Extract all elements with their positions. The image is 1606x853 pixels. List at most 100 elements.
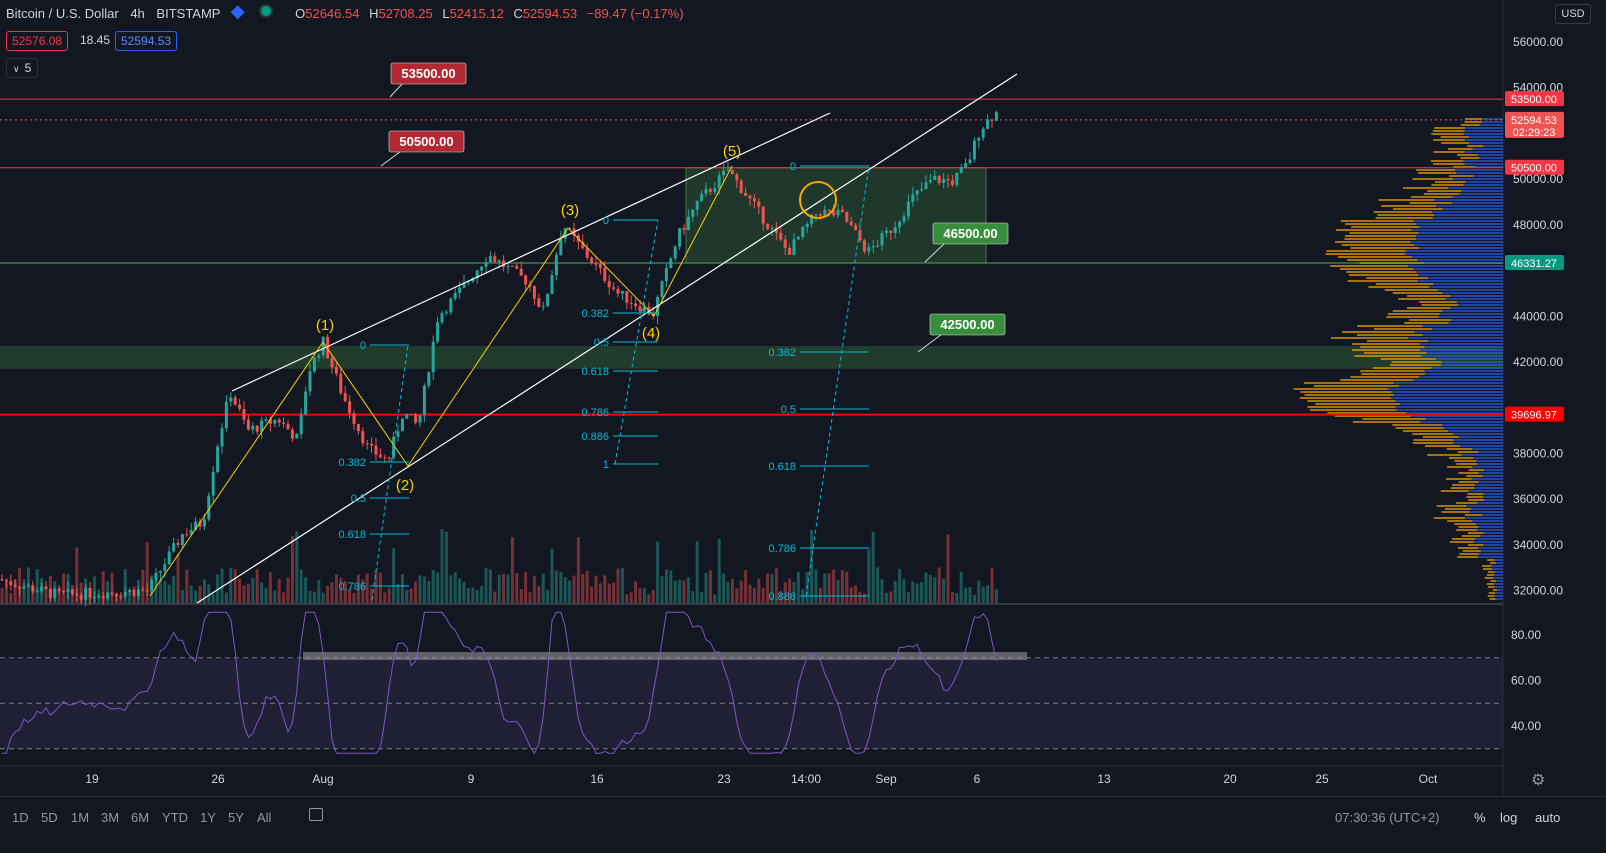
volume-profile-bar	[1344, 238, 1416, 240]
volume-profile-bar	[1448, 322, 1503, 324]
volume-bar	[387, 588, 391, 603]
volume-profile-bar	[1433, 163, 1465, 165]
volume-profile-bar	[1459, 193, 1503, 195]
volume-bar	[810, 529, 814, 603]
candle	[440, 312, 444, 323]
volume-bar	[264, 588, 268, 603]
bid-price-box[interactable]: 52576.08	[6, 31, 69, 51]
volume-profile-bar	[1366, 340, 1429, 342]
candle	[598, 264, 602, 268]
candle	[625, 291, 629, 303]
volume-bar	[22, 583, 26, 603]
volume-bar	[880, 579, 884, 603]
volume-profile-bar	[1416, 169, 1456, 171]
volume-profile-bar	[1472, 466, 1503, 468]
candle	[9, 581, 13, 585]
percent-toggle[interactable]: %	[1474, 810, 1486, 825]
market-status-icon[interactable]	[259, 4, 274, 18]
calendar-icon[interactable]	[309, 808, 323, 821]
log-toggle[interactable]: log	[1500, 810, 1518, 825]
volume-bar	[968, 587, 972, 603]
volume-bar	[594, 575, 598, 603]
clock-label[interactable]: 07:30:36 (UTC+2)	[1335, 810, 1440, 825]
volume-bar	[660, 576, 664, 603]
symbol-title[interactable]: Bitcoin / U.S. Dollar	[6, 6, 119, 21]
fib-first-label: 0	[360, 340, 366, 352]
volume-bar	[616, 568, 620, 603]
rsi-pane	[0, 605, 1503, 765]
range-button-1y[interactable]: 1Y	[200, 810, 216, 825]
candle	[840, 209, 844, 212]
gear-icon[interactable]: ⚙	[1531, 772, 1546, 789]
volume-profile-bar	[1495, 598, 1503, 600]
range-button-3m[interactable]: 3M	[101, 810, 120, 825]
range-button-5y[interactable]: 5Y	[228, 810, 244, 825]
volume-bar	[31, 590, 35, 603]
volume-profile-bar	[1473, 457, 1503, 459]
time-tick-label: Aug	[312, 772, 333, 786]
volume-profile-bar	[1347, 280, 1418, 282]
candle	[796, 236, 800, 240]
chevron-down-icon: ∨	[13, 64, 20, 74]
range-button-1d[interactable]: 1D	[12, 810, 29, 825]
indicators-toggle[interactable]: ∨ 5	[6, 58, 39, 78]
volume-profile-bar	[1478, 526, 1503, 528]
volume-profile-bar	[1433, 283, 1503, 285]
candle	[748, 195, 752, 199]
callout-label: 42500.00	[940, 317, 994, 332]
candle	[246, 419, 250, 430]
volume-profile-bar	[1334, 415, 1411, 417]
volume-profile-bar	[1441, 361, 1503, 363]
candle	[88, 588, 92, 598]
volume-bar	[682, 580, 686, 603]
range-button-ytd[interactable]: YTD	[162, 810, 188, 825]
currency-button[interactable]: USD	[1555, 4, 1591, 24]
time-tick-label: Oct	[1419, 772, 1438, 786]
volume-profile-bar	[1482, 118, 1503, 120]
volume-profile-bar	[1407, 265, 1503, 267]
volume-bar	[75, 547, 79, 603]
flag-icon[interactable]	[230, 5, 245, 20]
ask-price-box[interactable]: 52594.53	[115, 31, 178, 51]
volume-profile-bar	[1476, 460, 1503, 462]
volume-bar	[304, 577, 308, 603]
candle	[594, 263, 598, 265]
range-button-6m[interactable]: 6M	[131, 810, 150, 825]
volume-bar	[110, 572, 114, 603]
volume-bar	[453, 572, 457, 603]
candle	[172, 543, 176, 552]
volume-bar	[862, 593, 866, 603]
callout-label: 50500.00	[399, 134, 453, 149]
volume-profile-bar	[1416, 223, 1503, 225]
auto-toggle[interactable]: auto	[1535, 810, 1561, 825]
callout-box	[388, 130, 465, 153]
volume-profile-bar	[1483, 493, 1503, 495]
volume-profile-bar	[1437, 289, 1503, 291]
candle	[202, 519, 206, 527]
range-button-1m[interactable]: 1M	[71, 810, 90, 825]
volume-bar	[717, 538, 721, 603]
range-button-5d[interactable]: 5D	[41, 810, 58, 825]
volume-bar	[796, 572, 800, 603]
volume-bar	[783, 581, 787, 603]
range-button-all[interactable]: All	[257, 810, 272, 825]
volume-bar	[154, 577, 158, 603]
volume-profile-bar	[1374, 328, 1433, 330]
volume-profile-bar	[1488, 586, 1495, 588]
volume-profile-bar	[1458, 451, 1479, 453]
interval-label[interactable]: 4h	[130, 6, 145, 21]
candle	[801, 226, 805, 237]
volume-bar	[766, 573, 770, 603]
volume-profile-bar	[1375, 217, 1433, 219]
volume-profile-bar	[1424, 370, 1503, 372]
candle	[810, 214, 814, 224]
volume-bar	[506, 574, 510, 603]
volume-profile-bar	[1478, 472, 1503, 474]
volume-profile-bar	[1304, 394, 1394, 396]
candle	[53, 589, 57, 598]
volume-bar	[0, 588, 4, 603]
wave-label: (4)	[642, 325, 660, 342]
volume-profile-bar	[1421, 304, 1459, 306]
volume-bar	[326, 585, 330, 603]
